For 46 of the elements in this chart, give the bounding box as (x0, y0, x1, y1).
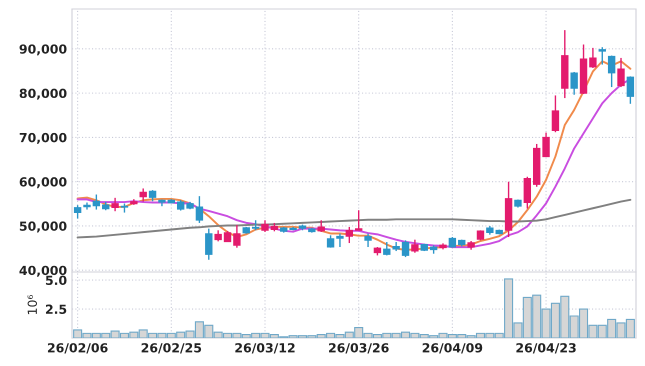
candlestick (392, 241, 400, 252)
candlestick (111, 197, 119, 212)
candlestick (598, 46, 606, 66)
y-tick-label: 90,000 (20, 44, 67, 56)
candlestick (140, 188, 147, 202)
y-tick-label: 40,000 (19, 266, 67, 277)
candlestick (617, 57, 625, 88)
candlestick (326, 234, 334, 248)
y-tick-label: 2.5 (46, 304, 66, 314)
candlestick (589, 47, 597, 69)
candlestick (205, 228, 212, 260)
y-tick-label: 50,000 (20, 221, 67, 232)
y-tick-label: 5.0 (46, 276, 67, 286)
y-tick-label: 70,000 (20, 132, 67, 144)
candlestick (261, 220, 269, 233)
x-tick-label: 26/03/26 (329, 343, 389, 354)
x-tick-label: 26/03/12 (235, 343, 295, 354)
y-tick-label: 80,000 (20, 88, 67, 100)
x-tick-label: 26/02/25 (142, 343, 202, 354)
candlestick (148, 189, 156, 202)
y-tick-label: 60,000 (20, 177, 67, 188)
x-tick-label: 26/04/09 (422, 343, 482, 354)
candlestick (402, 240, 410, 258)
candlestick (552, 94, 560, 133)
x-tick-label: 26/04/23 (516, 343, 576, 354)
candlestick (626, 76, 634, 104)
candlestick (74, 204, 82, 220)
x-tick-label: 26/02/06 (48, 343, 108, 354)
candlestick (570, 71, 578, 96)
candlestick (336, 232, 344, 248)
candlestick (364, 232, 372, 248)
candlestick (411, 238, 419, 254)
candlestick (346, 226, 354, 244)
candlestick (214, 230, 222, 242)
candlestick (92, 194, 100, 210)
candlestick (318, 220, 325, 233)
candlestick (383, 241, 390, 256)
candlestick (542, 132, 550, 158)
candlestick (354, 210, 362, 231)
candlestick (176, 199, 184, 212)
line-series (76, 198, 632, 238)
y-axis-title: 10⁶ (28, 294, 38, 314)
candlestick (233, 224, 241, 248)
candlestick (224, 230, 232, 242)
candlestick (196, 195, 204, 224)
candlestick (608, 54, 616, 88)
